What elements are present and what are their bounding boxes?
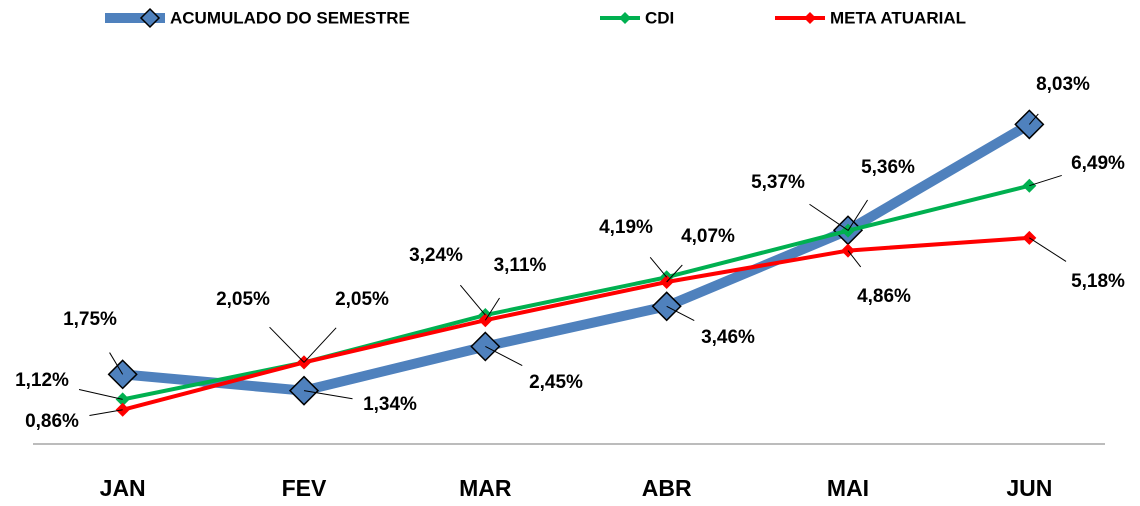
data-label: 6,49%: [1071, 153, 1125, 174]
leader-line: [303, 327, 337, 363]
leader-line: [459, 284, 486, 316]
point-marker: [841, 243, 855, 258]
leader-line: [1029, 237, 1067, 262]
legend-marker: [619, 12, 631, 24]
point-marker: [470, 331, 501, 362]
data-label: 1,34%: [363, 394, 417, 415]
data-label: 4,19%: [599, 217, 653, 238]
data-label: 4,07%: [681, 226, 735, 247]
point-marker: [115, 392, 130, 407]
leader-line: [89, 409, 123, 417]
leader-line: [484, 297, 500, 321]
data-label: 1,12%: [15, 370, 69, 391]
leader-line: [847, 250, 862, 268]
data-label: 1,75%: [63, 309, 117, 330]
leader-line: [1028, 113, 1039, 125]
series-line: [122, 120, 1032, 396]
data-label: 3,24%: [409, 245, 463, 266]
leader-line: [649, 256, 668, 278]
leader-line: [666, 264, 683, 283]
legend-label: META ATUARIAL: [830, 8, 966, 27]
x-tick-label: JUN: [1006, 475, 1052, 501]
data-label: 4,86%: [857, 286, 911, 307]
data-label: 5,37%: [751, 172, 805, 193]
x-tick-label: JAN: [100, 475, 146, 501]
legend-label: ACUMULADO DO SEMESTRE: [170, 8, 410, 27]
data-label: 5,36%: [861, 157, 915, 178]
leader-line: [666, 305, 695, 321]
leader-line: [809, 203, 849, 231]
legend-marker: [804, 12, 816, 24]
data-label: 3,46%: [701, 327, 755, 348]
legend-marker: [139, 7, 161, 29]
data-label: 2,05%: [216, 289, 270, 310]
point-marker: [1014, 109, 1045, 140]
leader-line: [847, 199, 868, 231]
data-label: 0,86%: [25, 411, 79, 432]
leader-line: [269, 326, 305, 363]
leader-line: [485, 346, 523, 367]
data-label: 3,11%: [494, 255, 547, 276]
x-tick-label: MAR: [459, 475, 512, 501]
x-tick-label: MAI: [827, 475, 869, 501]
leader-line: [303, 390, 353, 400]
leader-line: [109, 352, 124, 375]
point-marker: [115, 402, 130, 417]
data-label: 8,03%: [1036, 74, 1090, 95]
data-label: 5,18%: [1071, 271, 1125, 292]
x-tick-label: ABR: [642, 475, 692, 501]
leader-line: [78, 388, 123, 400]
leader-line: [1029, 174, 1062, 187]
x-tick-label: FEV: [282, 475, 327, 501]
legend-label: CDI: [645, 8, 674, 27]
series-line: [122, 235, 1030, 412]
data-label: 2,05%: [335, 289, 389, 310]
data-label: 2,45%: [529, 372, 583, 393]
point-marker: [107, 359, 138, 390]
